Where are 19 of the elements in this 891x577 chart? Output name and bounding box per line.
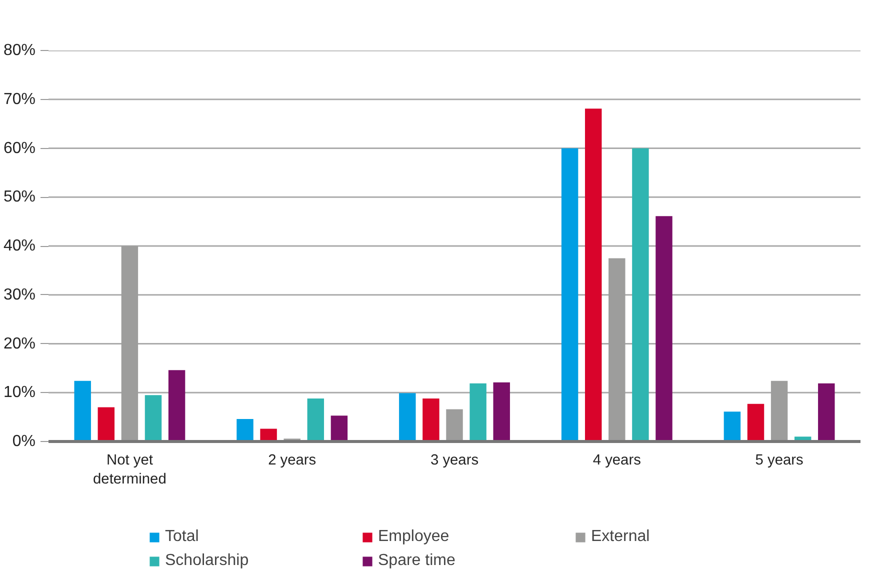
legend-label: Total [165, 528, 200, 546]
x-tick-label: 2 years [268, 452, 316, 468]
y-tick-label: 10% [3, 384, 36, 402]
x-tick-label: Not yet determined [93, 452, 166, 488]
legend-label: Spare time [378, 552, 456, 570]
y-tick-label: 80% [3, 42, 36, 59]
legend-label: Scholarship [165, 552, 250, 570]
y-tick-label: 60% [3, 140, 36, 157]
y-tick-label: 20% [3, 335, 36, 352]
y-tick-label: 40% [3, 238, 36, 254]
x-tick-label: 5 years [755, 452, 804, 468]
legend-label: Employee [378, 528, 450, 546]
y-tick-label: 0% [12, 433, 36, 450]
legend-label: External [591, 528, 651, 546]
x-tick-label: 3 years [430, 452, 479, 468]
y-tick-label: 50% [3, 188, 36, 206]
x-tick-label: 4 years [592, 452, 641, 468]
y-tick-label: 30% [3, 286, 36, 304]
y-tick-label: 70% [3, 90, 36, 108]
